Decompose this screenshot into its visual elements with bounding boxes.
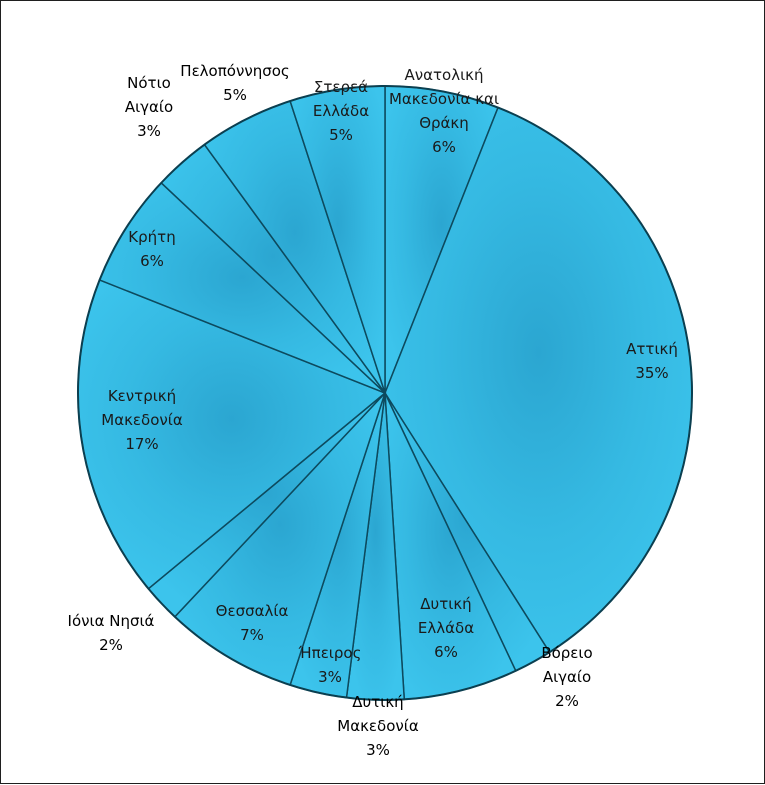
pie-labels: Ανατολική Μακεδονία και Θράκη 6% Αττική 35% Βό…	[68, 62, 678, 759]
slice-name-line: Θράκη	[419, 114, 469, 132]
slice-label-13: Στερεά Ελλάδα 5%	[313, 78, 369, 144]
slice-percent: 7%	[240, 626, 264, 644]
slice-name-line: Ιόνια Νησιά	[68, 612, 155, 630]
slice-label-5: Δυτική Μακεδονία 3%	[337, 693, 419, 759]
slice-percent: 2%	[99, 636, 123, 654]
pie-outline	[77, 85, 693, 701]
slice-name-line: Ελλάδα	[313, 102, 369, 120]
slice-percent: 3%	[366, 741, 390, 759]
slice-percent: 6%	[434, 643, 458, 661]
pie-slices	[77, 85, 693, 701]
slice-name-line: Ελλάδα	[418, 619, 474, 637]
slice-name-line: Ήπειρος	[298, 644, 362, 662]
slice-name-line: Θεσσαλία	[216, 602, 289, 620]
slice-label-12: Πελοπόννησος 5%	[180, 62, 289, 104]
slice-label-2: Αττική 35%	[626, 340, 678, 382]
slice-label-1: Ανατολική Μακεδονία και Θράκη 6%	[389, 66, 499, 156]
slice-name-line: Νότιο	[127, 74, 171, 92]
slice-name-line: Αιγαίο	[125, 98, 173, 116]
slice-name-line: Δυτική	[352, 693, 403, 711]
slice-name-line: Πελοπόννησος	[180, 62, 289, 80]
slice-name-line: Μακεδονία	[337, 717, 419, 735]
slice-name-line: Μακεδονία και	[389, 90, 499, 108]
slice-percent: 2%	[555, 692, 579, 710]
slice-percent: 3%	[137, 122, 161, 140]
slice-percent: 35%	[635, 364, 668, 382]
slice-percent: 6%	[140, 252, 164, 270]
slice-name-line: Ανατολική	[404, 66, 483, 84]
slice-label-11: Νότιο Αιγαίο 3%	[125, 74, 173, 140]
slice-name-line: Βόρειο	[541, 644, 592, 662]
slice-name-line: Κρήτη	[128, 228, 175, 246]
slice-label-6: Ήπειρος 3%	[298, 644, 362, 686]
slice-label-7: Θεσσαλία 7%	[216, 602, 289, 644]
slice-percent: 6%	[432, 138, 456, 156]
slice-label-4: Δυτική Ελλάδα 6%	[418, 595, 474, 661]
slice-label-8: Ιόνια Νησιά 2%	[68, 612, 155, 654]
slice-name-line: Αττική	[626, 340, 678, 358]
slice-name-line: Κεντρική	[108, 387, 176, 405]
slice-name-line: Μακεδονία	[101, 411, 183, 429]
slice-name-line: Στερεά	[314, 78, 368, 96]
slice-label-10: Κρήτη 6%	[128, 228, 175, 270]
slice-name-line: Δυτική	[420, 595, 471, 613]
slice-percent: 3%	[318, 668, 342, 686]
slice-percent: 5%	[329, 126, 353, 144]
slice-percent: 17%	[125, 435, 158, 453]
slice-label-3: Βόρειο Αιγαίο 2%	[541, 644, 592, 710]
slice-name-line: Αιγαίο	[543, 668, 591, 686]
slice-label-9: Κεντρική Μακεδονία 17%	[101, 387, 183, 453]
slice-percent: 5%	[223, 86, 247, 104]
